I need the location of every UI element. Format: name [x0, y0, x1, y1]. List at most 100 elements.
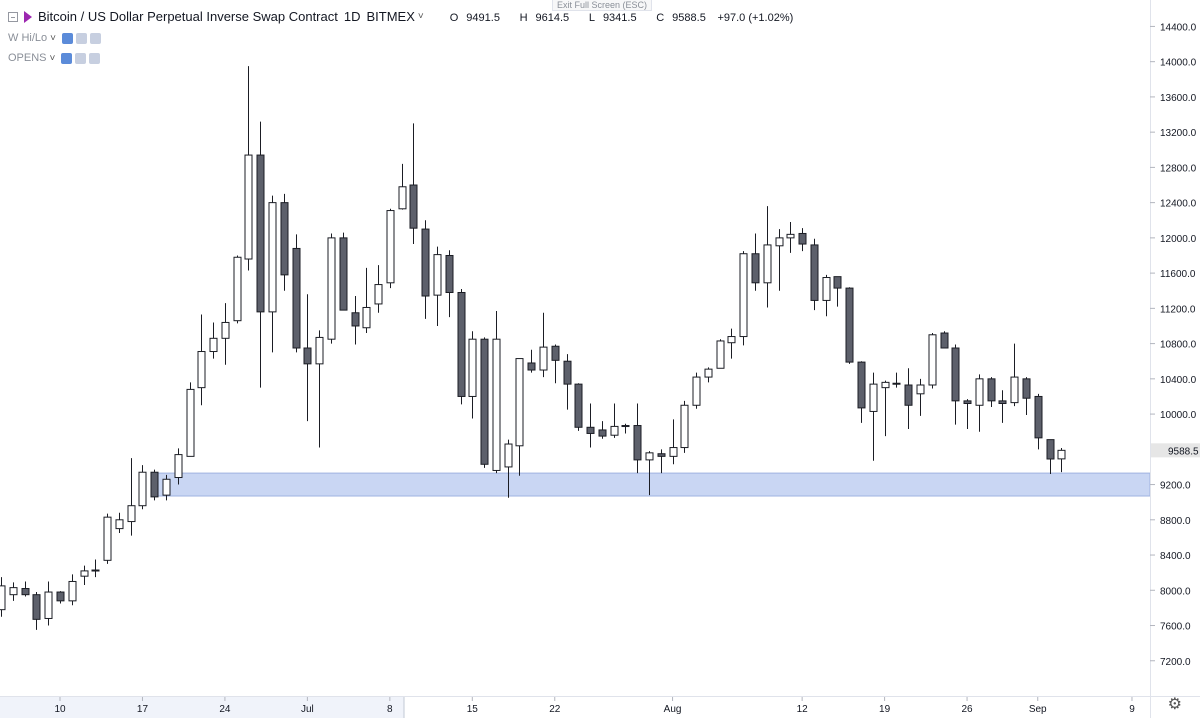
candle [716, 339, 725, 369]
candle [339, 232, 348, 311]
candle [1046, 439, 1055, 474]
interval-label[interactable]: 1D [343, 9, 361, 24]
candle-body [409, 184, 418, 229]
candle-body [833, 276, 842, 289]
candle [657, 449, 666, 474]
candle [633, 403, 642, 474]
y-tick-label: 12800.0 [1160, 163, 1197, 174]
candle [963, 399, 972, 430]
candle [574, 383, 583, 431]
indicator-row-whilo[interactable]: W Hi/Lo ˅ [8, 32, 101, 44]
x-tick-label: 24 [219, 704, 231, 715]
candle [810, 238, 819, 311]
visibility-icon[interactable] [61, 32, 73, 44]
candle [551, 344, 560, 384]
candle-body [610, 425, 619, 436]
symbol-flag-icon [24, 10, 32, 23]
candle [669, 419, 678, 465]
candle-body [351, 312, 360, 327]
candle [881, 380, 890, 437]
candle-body [150, 471, 159, 498]
chevron-down-icon[interactable]: ˅ [50, 32, 56, 44]
candle-body [633, 425, 642, 461]
candle [150, 469, 159, 501]
indicator-label[interactable]: OPENS [8, 52, 47, 64]
gear-icon[interactable]: ⚙ [1167, 696, 1182, 713]
chevron-down-icon[interactable]: ˅ [417, 11, 424, 22]
collapse-legend-icon[interactable] [8, 11, 18, 22]
x-tick-label: Aug [664, 704, 682, 715]
candle-body [233, 256, 242, 322]
support-zone[interactable] [153, 472, 1151, 497]
candle-body [339, 237, 348, 311]
candle-body [1046, 439, 1055, 460]
x-tick-label: 17 [137, 704, 149, 715]
chevron-down-icon[interactable]: ˅ [49, 52, 56, 64]
candle [480, 337, 489, 468]
candle-body [174, 454, 183, 479]
candle [91, 559, 100, 578]
candle [292, 234, 301, 353]
y-tick-label: 11200.0 [1160, 304, 1196, 315]
candle [539, 312, 548, 378]
candle-body [492, 338, 501, 471]
candle [421, 220, 430, 319]
candle-body [586, 426, 595, 434]
y-tick-label: 12000.0 [1160, 234, 1197, 245]
y-tick-label: 10000.0 [1160, 410, 1197, 421]
symbol-title[interactable]: Bitcoin / US Dollar Perpetual Inverse Sw… [38, 9, 338, 24]
candle [256, 121, 265, 388]
candle [457, 288, 466, 405]
candle-body [221, 321, 230, 339]
candle-body [268, 202, 277, 313]
candle-body [657, 453, 666, 457]
candle-body [280, 202, 289, 276]
candle-body [303, 347, 312, 365]
candle [221, 303, 230, 365]
indicator-row-opens[interactable]: OPENS ˅ [8, 52, 101, 64]
candle-body [810, 244, 819, 301]
gear-icon[interactable] [75, 32, 87, 44]
x-tick-label: 19 [879, 704, 891, 715]
candle [680, 400, 689, 453]
gear-icon[interactable] [75, 52, 87, 64]
candle-body [857, 361, 866, 409]
indicator-label[interactable]: W Hi/Lo [8, 32, 48, 44]
candle-body [1022, 378, 1031, 399]
candle [621, 423, 630, 434]
candle [798, 228, 807, 252]
x-tick-label: 10 [54, 704, 66, 715]
candle [892, 372, 901, 388]
candle-body [292, 247, 301, 349]
exit-fullscreen-tooltip[interactable]: Exit Full Screen (ESC) [552, 0, 653, 11]
candle [209, 322, 218, 359]
close-icon[interactable] [89, 52, 101, 64]
candle-body [68, 580, 77, 602]
candle-body [362, 306, 371, 329]
candle-body [951, 347, 960, 402]
exchange-label[interactable]: BITMEX [366, 9, 415, 24]
candle-body [845, 287, 854, 363]
candle [928, 333, 937, 389]
close-icon[interactable] [89, 32, 101, 44]
y-tick-label: 8400.0 [1160, 551, 1191, 562]
candle [351, 296, 360, 345]
candle [138, 465, 147, 510]
visibility-icon[interactable] [61, 52, 73, 64]
y-tick-label: 13600.0 [1160, 93, 1197, 104]
candle-body [881, 381, 890, 389]
candle [504, 439, 513, 498]
candle [197, 314, 206, 406]
candle-body [904, 384, 913, 406]
candle [763, 206, 772, 308]
candle [374, 265, 383, 313]
x-tick-label: 22 [549, 704, 561, 715]
candle [598, 421, 607, 439]
candle-body [716, 340, 725, 369]
candle [21, 581, 30, 597]
candle-body [551, 345, 560, 361]
candle [704, 367, 713, 383]
y-tick-label: 7200.0 [1160, 657, 1191, 668]
candle-body [386, 210, 395, 284]
